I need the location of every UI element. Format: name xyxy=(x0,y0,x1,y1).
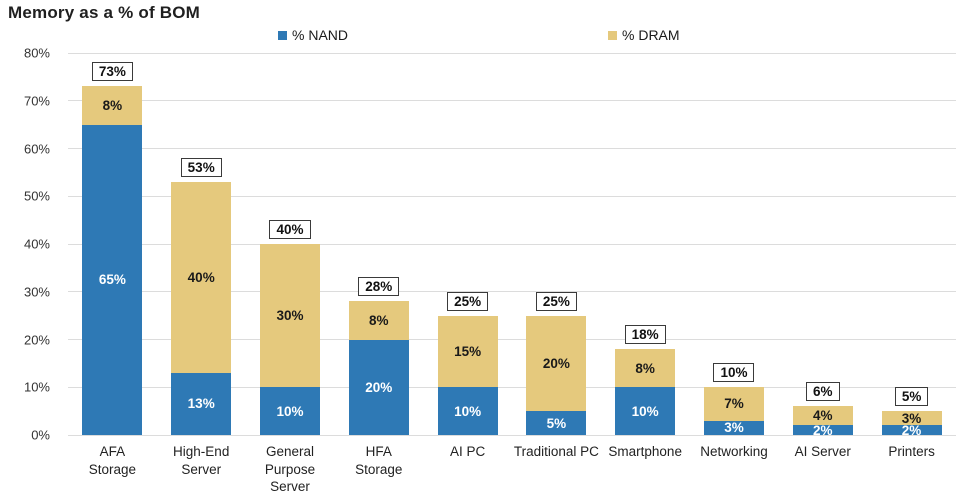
total-label: 53% xyxy=(180,157,222,177)
gridline xyxy=(68,148,956,149)
dram-segment: 20% xyxy=(526,315,587,412)
nand-segment-label: 3% xyxy=(724,420,744,436)
dram-segment-label: 3% xyxy=(901,410,922,426)
bar-slot-hfa-storage: 28% 8% 20% xyxy=(334,53,423,435)
nand-segment: 3% xyxy=(703,420,764,436)
x-axis-label: Networking xyxy=(700,444,768,459)
bars-container: 73% 8% 65% 53% 40% 13% 40% 30% 10% 28% 8% 20% 25% 15%… xyxy=(68,53,956,438)
y-axis: 80% 70% 60% 50% 40% 30% 20% 10% 0% xyxy=(0,46,58,443)
total-label: 28% xyxy=(358,277,400,297)
nand-segment-label: 10% xyxy=(454,403,482,419)
nand-segment-label: 65% xyxy=(98,272,126,288)
dram-segment: 15% xyxy=(437,315,498,388)
dram-segment: 3% xyxy=(881,410,942,426)
x-axis-labels: AFA Storage High-End Server General Purpose Se… xyxy=(68,443,956,495)
bar-slot-smartphone: 18% 8% 10% xyxy=(601,53,690,435)
bar-slot-high-end-server: 53% 40% 13% xyxy=(157,53,246,435)
nand-segment: 10% xyxy=(615,387,676,435)
y-axis-tick: 60% xyxy=(23,141,50,156)
total-label: 6% xyxy=(806,382,840,402)
nand-segment-label: 2% xyxy=(901,422,922,438)
nand-segment-label: 20% xyxy=(365,379,393,395)
dram-segment-label: 4% xyxy=(813,408,833,424)
bar-slot-ai-pc: 25% 15% 10% xyxy=(423,53,512,435)
legend-entry-nand: % NAND xyxy=(278,27,348,43)
dram-segment: 8% xyxy=(615,349,676,388)
total-label: 73% xyxy=(91,62,133,82)
gridline xyxy=(68,52,956,54)
nand-segment: 2% xyxy=(881,422,942,438)
bar-slot-ai-server: 6% 4% 2% xyxy=(778,53,867,438)
gridline xyxy=(68,195,956,197)
gridline xyxy=(68,100,956,102)
bar-slot-traditional-pc: 25% 20% 5% xyxy=(512,53,601,435)
x-axis-label: High-End Server xyxy=(173,444,230,477)
y-axis-tick: 40% xyxy=(23,236,50,252)
gridline xyxy=(68,339,956,340)
y-axis-tick: 70% xyxy=(23,93,50,109)
gridline xyxy=(68,434,956,436)
dram-segment: 40% xyxy=(171,181,232,373)
nand-segment: 10% xyxy=(437,387,498,435)
nand-segment: 10% xyxy=(259,387,320,435)
nand-segment: 20% xyxy=(348,339,409,435)
total-label: 10% xyxy=(713,363,755,383)
x-axis-label: HFA Storage xyxy=(355,444,403,477)
y-axis-tick: 80% xyxy=(23,45,50,61)
legend-entry-dram: % DRAM xyxy=(608,27,680,43)
x-axis-label: AI PC xyxy=(449,444,486,459)
dram-segment: 30% xyxy=(259,244,320,388)
nand-segment-label: 10% xyxy=(276,403,304,419)
bar-slot-general-purpose-server: 40% 30% 10% xyxy=(246,53,335,435)
dram-segment: 8% xyxy=(348,301,409,340)
dram-segment-label: 15% xyxy=(454,343,482,359)
dram-segment-label: 8% xyxy=(102,98,123,114)
total-label: 18% xyxy=(624,325,666,345)
dram-segment-label: 8% xyxy=(369,312,389,328)
dram-segment-label: 40% xyxy=(187,269,215,285)
dram-segment: 7% xyxy=(703,387,764,421)
total-label: 40% xyxy=(269,220,311,239)
dram-legend-swatch-icon xyxy=(608,30,617,40)
chart-title: Memory as a % of BOM xyxy=(8,3,200,22)
dram-segment-label: 30% xyxy=(276,308,304,324)
x-axis-label: AI Server xyxy=(794,444,851,459)
x-axis-label: Printers xyxy=(888,444,935,459)
nand-segment-label: 10% xyxy=(631,403,659,419)
dram-segment-label: 7% xyxy=(724,396,744,412)
x-axis-label: Smartphone xyxy=(608,444,682,459)
y-axis-tick: 20% xyxy=(23,332,50,347)
nand-segment: 65% xyxy=(82,124,143,435)
dram-segment: 4% xyxy=(792,406,853,426)
y-axis-tick: 50% xyxy=(23,188,50,204)
gridline xyxy=(68,243,956,245)
bar-slot-networking: 10% 7% 3% xyxy=(690,53,779,435)
nand-segment-label: 2% xyxy=(813,422,833,438)
dram-segment-label: 20% xyxy=(542,355,570,371)
x-axis-label: Traditional PC xyxy=(513,444,599,459)
y-axis-tick: 30% xyxy=(23,284,50,300)
y-axis-tick: 10% xyxy=(23,379,50,395)
legend-label-dram: % DRAM xyxy=(622,27,680,43)
nand-legend-swatch-icon xyxy=(278,30,287,40)
x-axis-label: General Purpose Server xyxy=(264,444,316,495)
total-label: 5% xyxy=(894,387,929,407)
nand-segment: 5% xyxy=(526,411,587,435)
gridline xyxy=(68,386,956,388)
dram-segment-label: 8% xyxy=(635,360,655,376)
bar-slot-afa-storage: 73% 8% 65% xyxy=(68,53,157,435)
total-label: 25% xyxy=(447,291,489,311)
bar-slot-printers: 5% 3% 2% xyxy=(867,53,956,438)
legend-label-nand: % NAND xyxy=(292,27,349,43)
nand-segment-label: 13% xyxy=(187,396,215,412)
nand-segment-label: 5% xyxy=(546,415,567,431)
plot-area: 73% 8% 65% 53% 40% 13% 40% 30% 10% 28% 8% 20% 25% 15%… xyxy=(68,52,956,438)
dram-segment: 8% xyxy=(82,86,143,125)
nand-segment: 2% xyxy=(792,422,853,438)
y-axis-tick: 0% xyxy=(31,427,50,443)
gridline xyxy=(68,291,956,293)
nand-segment: 13% xyxy=(171,372,232,435)
x-axis-label: AFA Storage xyxy=(88,444,137,477)
total-label: 25% xyxy=(535,291,577,311)
